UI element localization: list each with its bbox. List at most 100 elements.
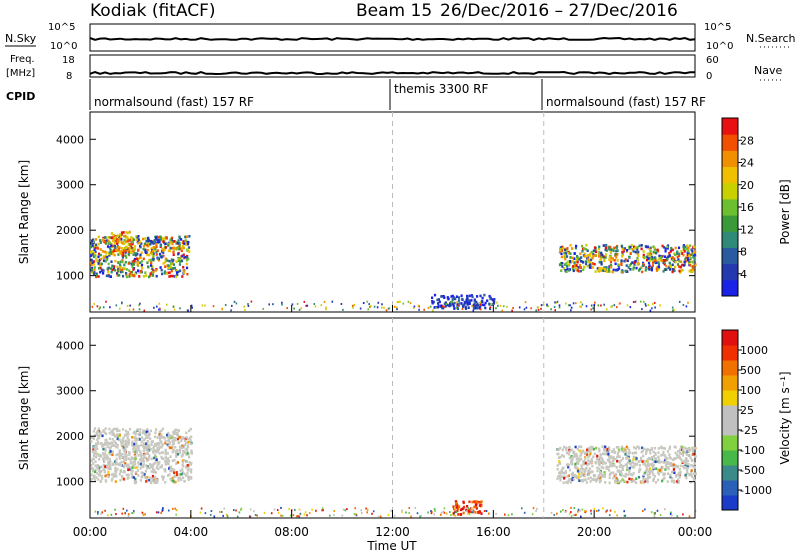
data-cell: [453, 512, 455, 515]
data-cell: [189, 463, 192, 466]
data-cell: [125, 256, 128, 259]
data-cell: [128, 273, 131, 276]
data-cell: [594, 270, 597, 273]
data-cell: [690, 469, 693, 472]
colorbar-swatch: [722, 405, 738, 421]
data-cell: [140, 459, 143, 462]
data-cell: [594, 461, 598, 465]
data-cell: [102, 463, 105, 467]
data-cell: [115, 457, 118, 461]
data-cell: [130, 456, 133, 459]
data-cell: [160, 268, 163, 272]
data-cell: [664, 247, 667, 250]
data-cell: [133, 481, 137, 485]
data-cell: [626, 466, 629, 470]
x-tick-label: 04:00: [174, 525, 209, 539]
data-cell: [691, 249, 694, 253]
data-cell: [170, 446, 173, 450]
data-cell: [572, 265, 575, 268]
colorbar-swatch: [722, 345, 738, 361]
data-cell: [591, 256, 594, 260]
data-cell: [624, 269, 627, 273]
data-cell: [450, 295, 453, 298]
data-cell: [136, 445, 139, 449]
data-cell: [177, 252, 180, 256]
data-cell: [607, 270, 610, 273]
data-cell: [183, 439, 187, 442]
data-cell: [174, 446, 177, 449]
data-cell: [93, 271, 96, 274]
data-cell: [93, 266, 96, 269]
data-cell: [165, 237, 168, 240]
colorbar-swatch: [722, 166, 738, 184]
data-cell: [646, 245, 649, 249]
data-cell: [126, 236, 129, 239]
power-colorbar-label: Power [dB]: [778, 179, 792, 244]
data-cell: [288, 507, 290, 510]
data-cell: [122, 242, 125, 245]
data-cell: [93, 268, 96, 272]
data-cell: [272, 303, 274, 306]
data-cell: [677, 480, 680, 483]
data-cell: [377, 301, 380, 304]
data-cell: [141, 511, 144, 514]
data-cell: [440, 305, 442, 308]
data-cell: [164, 242, 167, 246]
data-cell: [182, 253, 185, 257]
cpid-segment-1: themis 3300 RF: [394, 82, 488, 96]
data-cell: [131, 242, 134, 246]
data-cell: [590, 509, 592, 512]
data-cell: [107, 467, 110, 471]
data-cell: [104, 439, 107, 442]
data-cell: [577, 457, 580, 461]
data-cell: [605, 510, 607, 513]
data-cell: [94, 238, 97, 241]
data-cell: [582, 261, 585, 264]
data-cell: [575, 264, 578, 267]
data-cell: [665, 264, 668, 268]
data-cell: [580, 301, 582, 304]
data-cell: [676, 515, 679, 518]
data-cell: [149, 437, 152, 440]
data-cell: [168, 275, 171, 278]
data-cell: [671, 270, 674, 274]
data-cell: [105, 432, 108, 436]
data-cell: [168, 435, 171, 439]
data-cell: [608, 481, 611, 485]
data-cell: [610, 450, 614, 454]
data-cell: [451, 294, 454, 298]
data-cell: [176, 273, 179, 277]
data-cell: [684, 459, 687, 462]
colorbar-swatch: [722, 118, 738, 135]
data-cell: [462, 511, 465, 515]
data-cell: [628, 459, 631, 462]
data-cell: [457, 299, 461, 302]
data-cell: [614, 510, 616, 513]
data-cell: [653, 515, 656, 518]
data-cell: [127, 253, 130, 256]
data-cell: [130, 270, 133, 274]
data-cell: [648, 467, 651, 470]
data-cell: [636, 445, 639, 449]
colorbar-swatch: [722, 390, 738, 406]
data-cell: [577, 475, 580, 479]
data-cell: [636, 246, 639, 249]
data-cell: [139, 450, 142, 453]
freq-label-line1: Freq.: [10, 54, 35, 65]
data-cell: [621, 250, 624, 254]
data-cell: [443, 296, 446, 299]
data-cell: [306, 304, 309, 307]
data-cell: [648, 247, 651, 250]
data-cell: [397, 301, 400, 303]
data-cell: [662, 261, 665, 265]
data-cell: [692, 260, 695, 264]
data-cell: [638, 447, 641, 450]
data-cell: [502, 305, 505, 308]
data-cell: [162, 457, 165, 460]
data-cell: [131, 466, 134, 469]
data-cell: [418, 308, 420, 311]
data-cell: [93, 302, 95, 305]
data-cell: [578, 470, 581, 474]
data-cell: [171, 274, 175, 278]
data-cell: [115, 445, 118, 448]
